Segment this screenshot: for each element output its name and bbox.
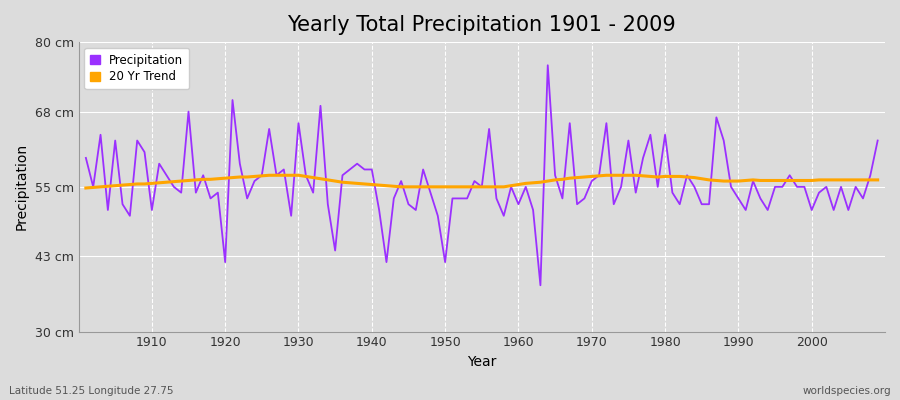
Title: Yearly Total Precipitation 1901 - 2009: Yearly Total Precipitation 1901 - 2009 (287, 15, 676, 35)
X-axis label: Year: Year (467, 355, 497, 369)
Y-axis label: Precipitation: Precipitation (15, 143, 29, 230)
Text: worldspecies.org: worldspecies.org (803, 386, 891, 396)
Legend: Precipitation, 20 Yr Trend: Precipitation, 20 Yr Trend (85, 48, 189, 89)
Text: Latitude 51.25 Longitude 27.75: Latitude 51.25 Longitude 27.75 (9, 386, 174, 396)
